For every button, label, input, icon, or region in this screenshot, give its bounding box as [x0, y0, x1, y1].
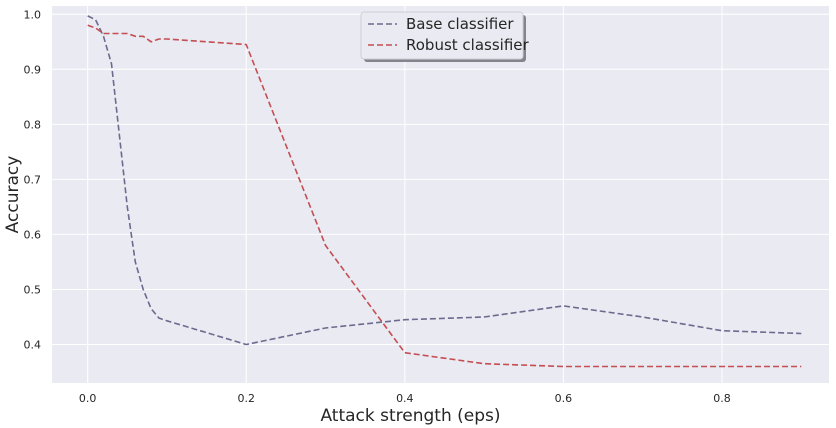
y-axis-label: Accuracy [3, 156, 23, 234]
legend-label-robust: Robust classifier [406, 36, 529, 54]
y-tick-label-4: 0.8 [24, 118, 42, 131]
y-tick-label-5: 0.9 [24, 63, 42, 76]
x-tick-label-1: 0.2 [238, 392, 256, 405]
series-line-1 [87, 24, 802, 368]
y-tick-label-2: 0.6 [24, 228, 42, 241]
y-tick-label-0: 0.4 [24, 338, 42, 351]
y-gridlines [52, 13, 829, 345]
x-tick-labels: 0.0 0.2 0.4 0.6 0.8 [79, 392, 731, 405]
y-tick-label-1: 0.5 [24, 283, 42, 296]
legend-label-base: Base classifier [406, 15, 514, 33]
x-tick-label-4: 0.8 [713, 392, 731, 405]
x-axis-label: Attack strength (eps) [320, 406, 500, 426]
y-tick-label-3: 0.7 [24, 173, 42, 186]
series-lines [87, 15, 802, 368]
x-tick-label-0: 0.0 [79, 392, 97, 405]
plot-area [52, 6, 829, 383]
x-tick-label-2: 0.4 [396, 392, 414, 405]
legend-box [360, 11, 524, 60]
y-tick-label-6: 1.0 [24, 8, 42, 21]
y-tick-labels: 0.4 0.5 0.6 0.7 0.8 0.9 1.0 [24, 8, 42, 351]
series-line-0 [87, 15, 802, 346]
legend: Base classifier Robust classifier [360, 11, 529, 62]
x-tick-label-3: 0.6 [555, 392, 573, 405]
